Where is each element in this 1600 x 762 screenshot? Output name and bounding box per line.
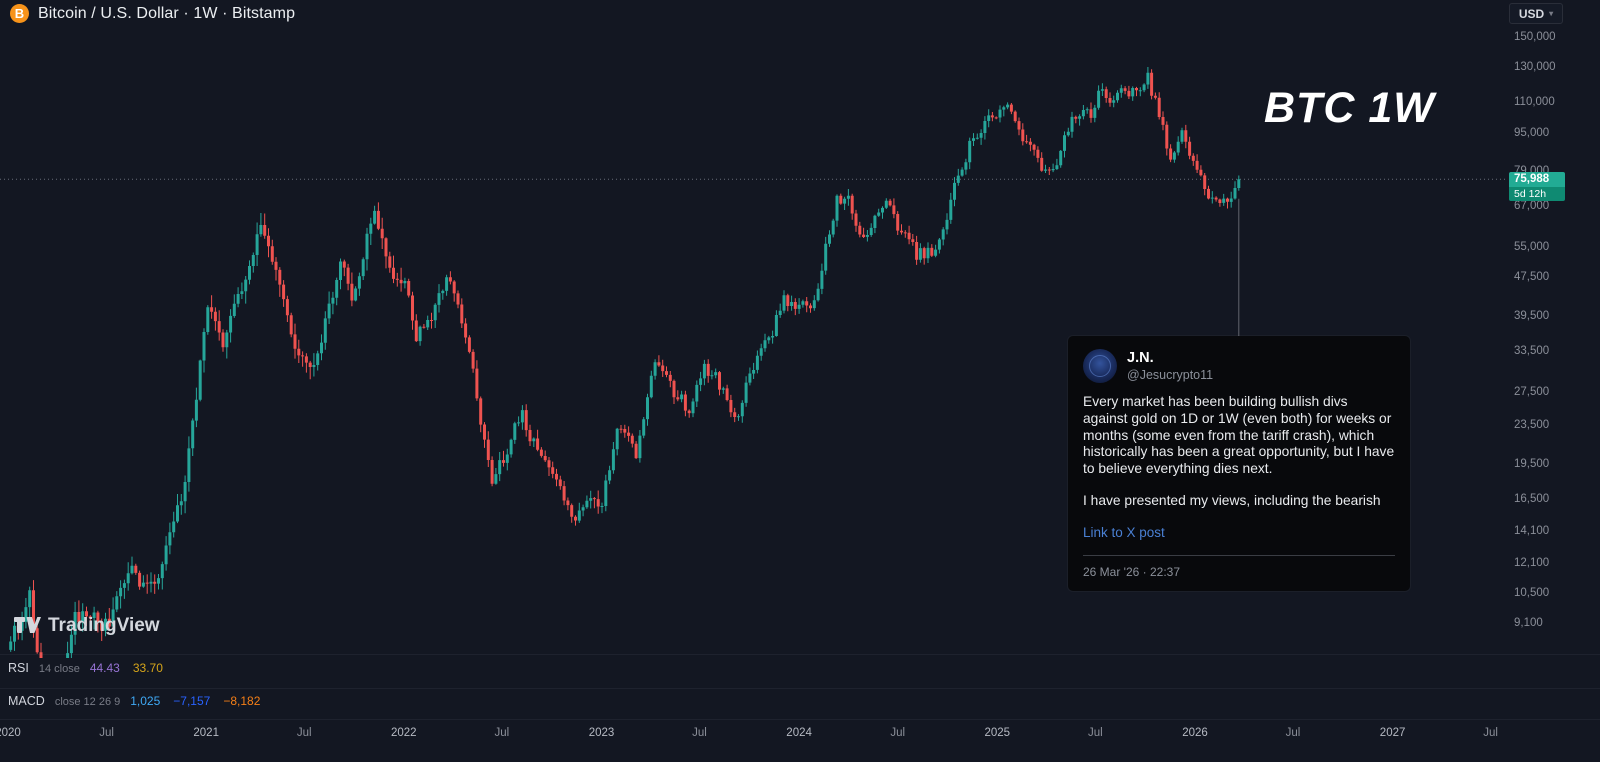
tweet-text: Every market has been building bullish d…	[1083, 394, 1395, 477]
chevron-down-icon: ▾	[1549, 8, 1554, 18]
time-tick-label: Jul	[99, 727, 114, 739]
price-tick-label: 19,500	[1514, 457, 1550, 470]
symbol-info-button[interactable]: B Bitcoin / U.S. Dollar · 1W · Bitstamp	[10, 4, 295, 23]
tradingview-mark-icon	[14, 617, 41, 633]
time-tick-label: Jul	[890, 727, 906, 739]
last-price-value: 75,988	[1509, 172, 1565, 188]
time-tick-label: Jul	[1087, 727, 1103, 739]
link-to-x-post[interactable]: Link to X post	[1083, 524, 1165, 540]
time-tick-label: Jul	[1483, 727, 1498, 739]
time-tick-label: 2021	[193, 727, 219, 739]
time-tick-label: 2027	[1379, 727, 1406, 739]
currency-label: USD	[1518, 6, 1545, 21]
rsi-ma-value: 33.70	[132, 661, 163, 675]
price-tick-label: 47,500	[1514, 271, 1550, 284]
price-tick-label: 10,500	[1514, 587, 1550, 600]
tweet-text-continued: I have presented my views, including the…	[1083, 493, 1381, 509]
price-tick-label: 95,000	[1514, 126, 1550, 139]
chart-watermark: BTC 1W	[1264, 84, 1435, 132]
price-tick-label: 150,000	[1514, 31, 1556, 43]
price-tick-label: 33,500	[1514, 344, 1550, 357]
rsi-legend-params: 14 close	[38, 663, 80, 675]
bar-close-countdown: 5d 12h	[1509, 187, 1565, 202]
price-tick-label: 110,000	[1514, 95, 1555, 108]
rsi-value: 44.43	[89, 661, 120, 675]
time-tick-label: 2024	[786, 727, 812, 739]
time-tick-label: Jul	[296, 727, 312, 739]
pane-separator	[0, 688, 1600, 689]
macd-signal-value: −8,182	[223, 694, 261, 708]
time-scale[interactable]: 2020 Jul 2021 Jul 2022 Jul 2023 Jul 2024 Jul 2025 J…	[0, 720, 1600, 762]
last-price-label: 75,988 5d 12h	[1509, 172, 1565, 202]
tweet-author-name: J.N.	[1127, 349, 1154, 366]
bitcoin-icon: B	[10, 4, 29, 23]
time-tick-label: 2026	[1182, 727, 1208, 739]
rsi-legend-title[interactable]: RSI	[8, 661, 29, 675]
macd-line-value: −7,157	[173, 694, 211, 708]
time-axis-separator	[0, 719, 1600, 720]
time-tick-label: 2023	[588, 727, 615, 739]
tweet-author-handle: @Jesucrypto11	[1127, 368, 1214, 383]
pane-separator	[0, 654, 1600, 655]
indicator-legend-macd: MACD close 12 26 9 1,025 −7,157 −8,182	[8, 694, 260, 708]
time-tick-label: 2025	[984, 727, 1011, 739]
tweet-avatar	[1083, 349, 1117, 383]
price-tick-label: 39,500	[1514, 310, 1550, 322]
time-tick-label: 2022	[391, 727, 417, 739]
tradingview-logo-text: TradingView	[48, 615, 160, 636]
price-tick-label: 130,000	[1514, 60, 1556, 73]
tweet-note[interactable]: J.N. @Jesucrypto11 Every market has been…	[1068, 336, 1410, 591]
tradingview-logo[interactable]: TradingView	[14, 615, 160, 637]
time-tick-label: Jul	[1285, 727, 1301, 739]
tweet-timestamp: 26 Mar '26 · 22:37	[1083, 564, 1181, 579]
indicator-legend-rsi: RSI 14 close 44.43 33.70	[8, 661, 163, 675]
price-tick-label: 14,100	[1514, 525, 1550, 538]
price-tick-label: 27,500	[1514, 385, 1550, 398]
price-tick-label: 55,000	[1514, 240, 1550, 253]
currency-selector-button[interactable]: USD ▾	[1509, 3, 1563, 24]
macd-legend-params: close 12 26 9	[54, 696, 121, 708]
price-scale[interactable]: 150,000 130,000 110,000 95,000 79,000 67,000 5…	[1508, 0, 1600, 722]
time-tick-label: Jul	[494, 727, 510, 739]
price-tick-label: 23,500	[1514, 418, 1550, 431]
price-tick-label: 9,100	[1514, 617, 1543, 629]
price-tick-label: 67,000	[1514, 199, 1550, 212]
time-tick-label: 2020	[0, 727, 21, 739]
macd-legend-title[interactable]: MACD	[8, 694, 45, 708]
price-tick-label: 12,100	[1514, 557, 1550, 570]
price-tick-label: 16,500	[1514, 492, 1550, 505]
macd-histogram-value: 1,025	[130, 694, 161, 708]
time-tick-label: Jul	[692, 727, 707, 739]
symbol-title: Bitcoin / U.S. Dollar · 1W · Bitstamp	[38, 4, 296, 22]
tweet-divider	[1083, 554, 1395, 556]
